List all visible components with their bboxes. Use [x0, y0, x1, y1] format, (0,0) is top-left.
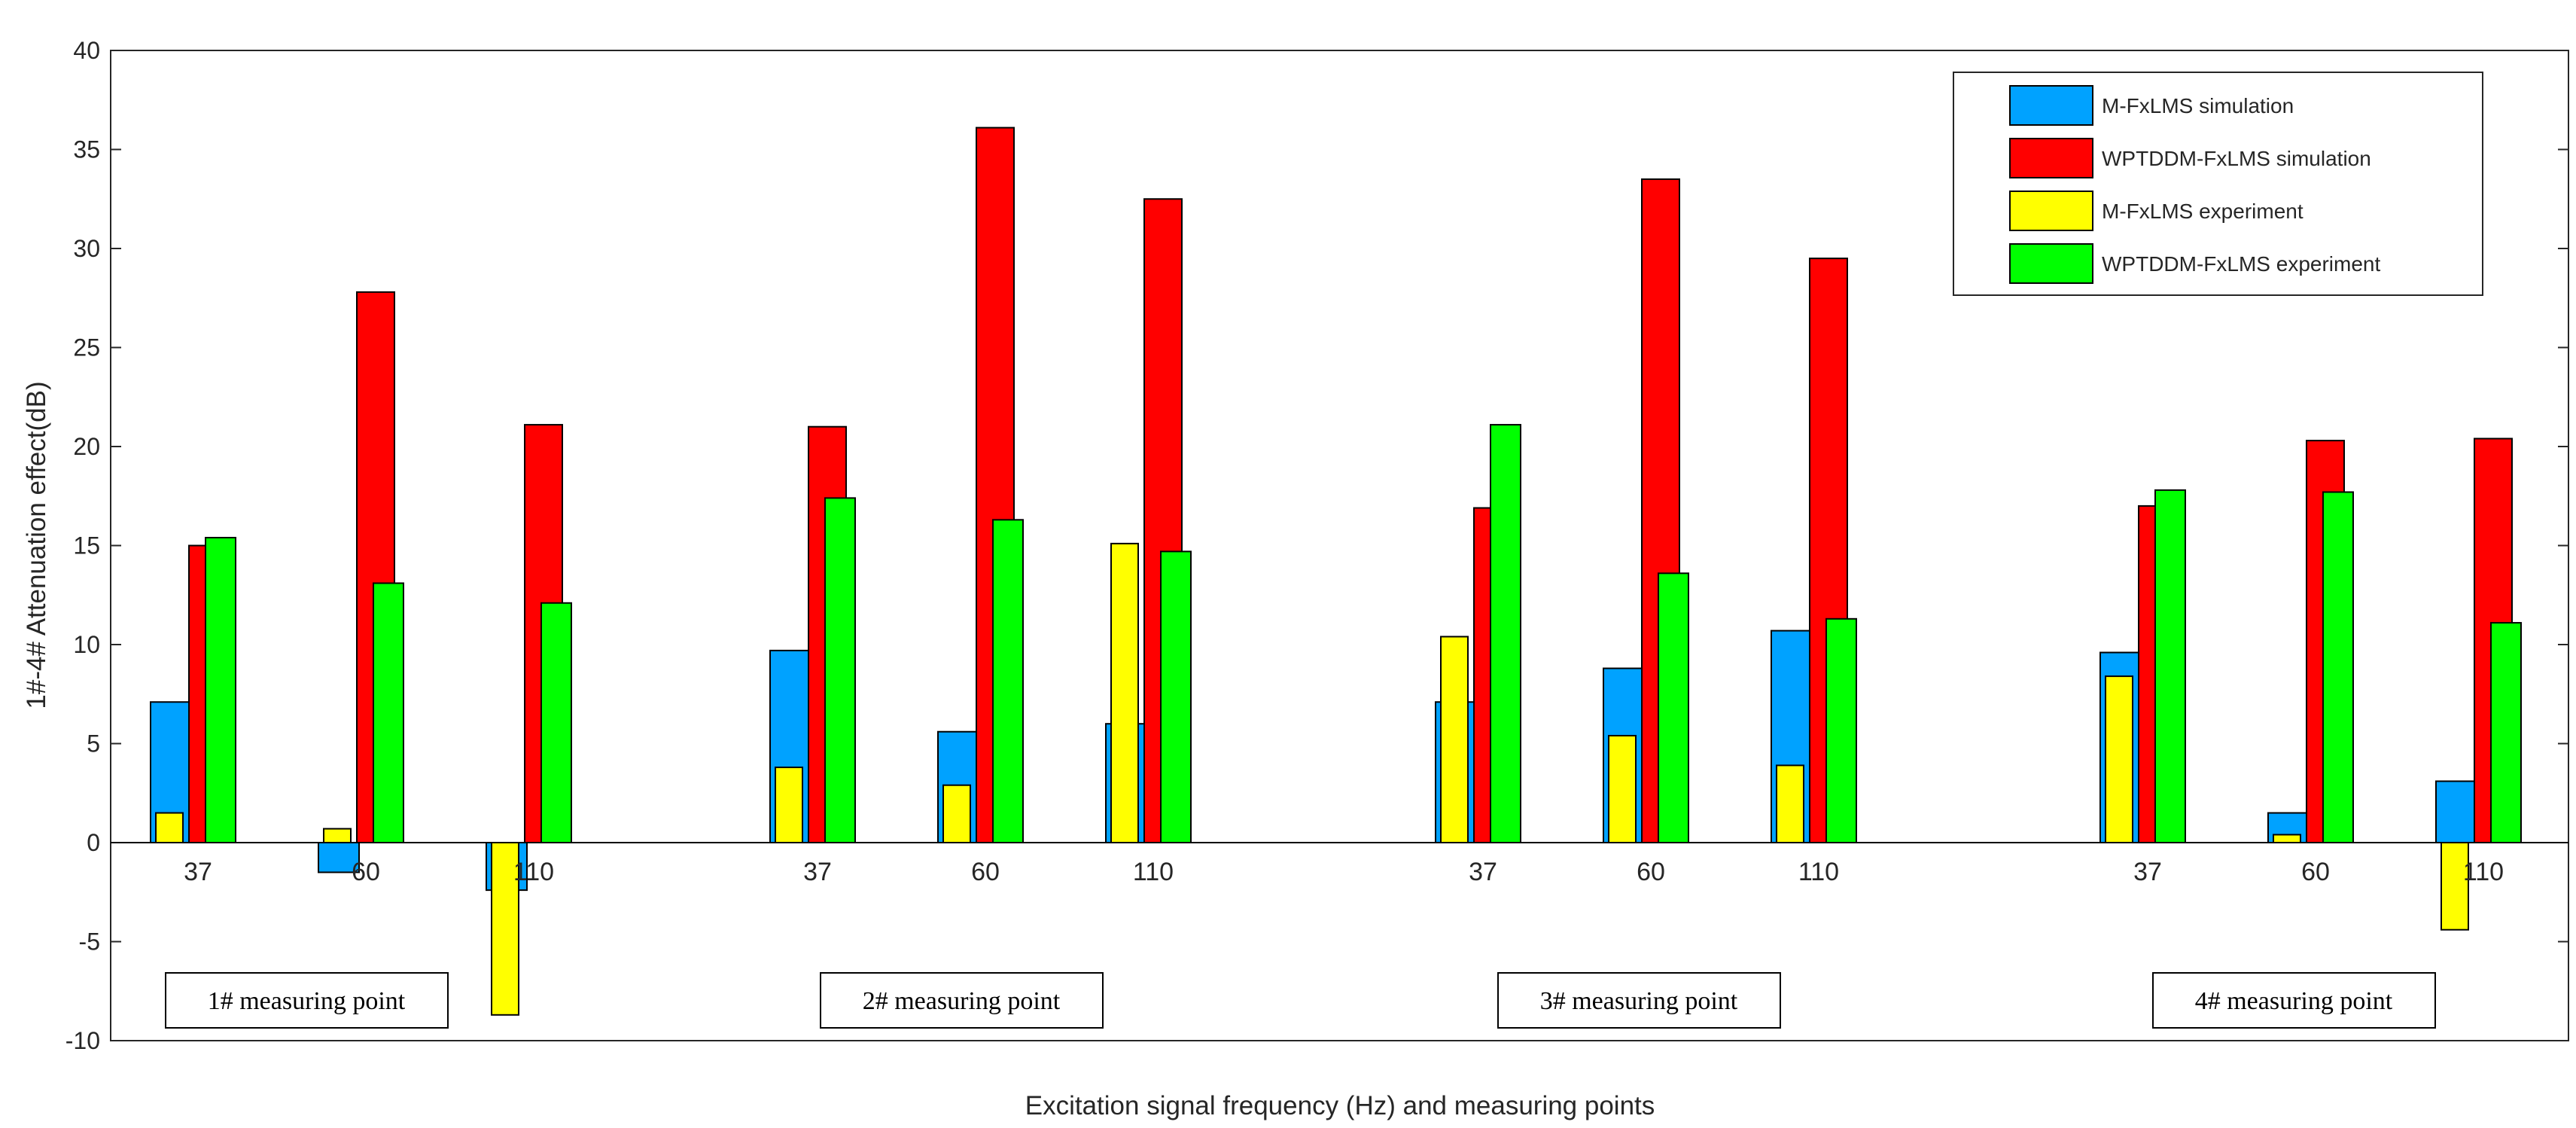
y-tick-label: 0 [87, 829, 100, 856]
bars-layer [150, 127, 2522, 1016]
bar-m-fxlms-experiment-1-37 [155, 812, 184, 844]
group-label: 1# measuring point [208, 987, 406, 1015]
legend-swatch-m-fxlms-experiment [2009, 191, 2093, 231]
group-label: 2# measuring point [863, 987, 1061, 1015]
y-tick-label: 15 [73, 532, 100, 559]
group-label-box [165, 972, 449, 1029]
y-tick-label: 20 [73, 433, 100, 460]
frequency-label: 37 [184, 858, 212, 886]
bar-m-fxlms-experiment-3-60 [1608, 734, 1637, 843]
bar-wptddm-fxlms-experiment-3-60 [1658, 572, 1689, 843]
legend-swatch-wptddm-fxlms-experiment [2009, 243, 2093, 284]
frequency-label: 60 [352, 858, 380, 886]
frequency-label: 60 [2301, 858, 2330, 886]
y-tick-label: -10 [65, 1027, 100, 1054]
bar-m-fxlms-experiment-1-110 [491, 842, 519, 1016]
legend-label-m-fxlms-simulation: M-FxLMS simulation [2102, 94, 2294, 117]
legend-swatch-wptddm-fxlms-simulation [2009, 138, 2093, 178]
bar-wptddm-fxlms-experiment-4-37 [2154, 489, 2186, 843]
legend-label-wptddm-fxlms-experiment: WPTDDM-FxLMS experiment [2102, 252, 2380, 276]
y-tick-label: 35 [73, 136, 100, 163]
legend: M-FxLMS simulation WPTDDM-FxLMS simulatio… [1953, 72, 2483, 296]
bar-wptddm-fxlms-experiment-1-60 [373, 582, 404, 843]
frequency-label: 110 [1133, 858, 1174, 886]
bar-wptddm-fxlms-experiment-3-110 [1825, 617, 1857, 843]
group-label: 3# measuring point [1540, 987, 1738, 1015]
frequency-label: 37 [1469, 858, 1497, 886]
frequency-label: 110 [513, 858, 554, 886]
group-label-boxes: 1# measuring point 2# measuring point 3# m… [165, 972, 2436, 1029]
bar-wptddm-fxlms-experiment-3-37 [1490, 424, 1521, 843]
frequency-label: 110 [1798, 858, 1839, 886]
group-label-box [820, 972, 1104, 1029]
bar-wptddm-fxlms-experiment-4-60 [2322, 491, 2354, 843]
group-label-box [1497, 972, 1781, 1029]
bar-wptddm-fxlms-experiment-2-60 [992, 519, 1024, 843]
bar-wptddm-fxlms-experiment-1-37 [205, 536, 236, 843]
group-label: 4# measuring point [2195, 987, 2393, 1015]
bar-m-fxlms-experiment-1-60 [323, 828, 352, 843]
legend-swatch-m-fxlms-simulation [2009, 85, 2093, 126]
bar-m-fxlms-experiment-3-110 [1776, 764, 1804, 843]
legend-label-m-fxlms-experiment: M-FxLMS experiment [2102, 200, 2303, 223]
group-label-box [2152, 972, 2436, 1029]
bar-wptddm-fxlms-experiment-2-37 [824, 497, 856, 843]
bar-m-fxlms-experiment-2-110 [1110, 542, 1139, 843]
bar-wptddm-fxlms-experiment-1-110 [540, 602, 572, 844]
y-axis-title: 1#-4# Attenuation effect(dB) [22, 381, 51, 709]
y-axis-ticks: -10 -5 0 5 10 15 20 25 30 35 40 [65, 37, 2568, 1054]
y-tick-label: 25 [73, 334, 100, 361]
bar-wptddm-fxlms-experiment-4-110 [2490, 622, 2522, 843]
x-axis-title: Excitation signal frequency (Hz) and mea… [1025, 1091, 1655, 1120]
bar-m-fxlms-experiment-3-37 [1440, 636, 1469, 843]
category-labels: 37 60 110 37 60 110 37 60 110 37 60 110 [184, 858, 2504, 886]
bar-m-fxlms-experiment-4-37 [2105, 675, 2133, 844]
y-tick-label: -5 [79, 928, 100, 956]
y-tick-label: 10 [73, 631, 100, 658]
frequency-label: 37 [803, 858, 832, 886]
legend-label-wptddm-fxlms-simulation: WPTDDM-FxLMS simulation [2102, 147, 2371, 170]
bar-m-fxlms-experiment-2-60 [942, 784, 971, 843]
frequency-label: 60 [1637, 858, 1665, 886]
frequency-label: 60 [971, 858, 1000, 886]
frequency-label: 110 [2463, 858, 2504, 886]
bar-m-fxlms-experiment-2-37 [775, 767, 803, 843]
bar-m-fxlms-simulation-4-110 [2435, 780, 2477, 843]
frequency-label: 37 [2133, 858, 2162, 886]
y-tick-label: 5 [87, 730, 100, 758]
bar-wptddm-fxlms-experiment-2-110 [1160, 550, 1192, 843]
y-tick-label: 40 [73, 37, 100, 64]
y-tick-label: 30 [73, 235, 100, 262]
bar-m-fxlms-experiment-4-60 [2273, 834, 2301, 843]
